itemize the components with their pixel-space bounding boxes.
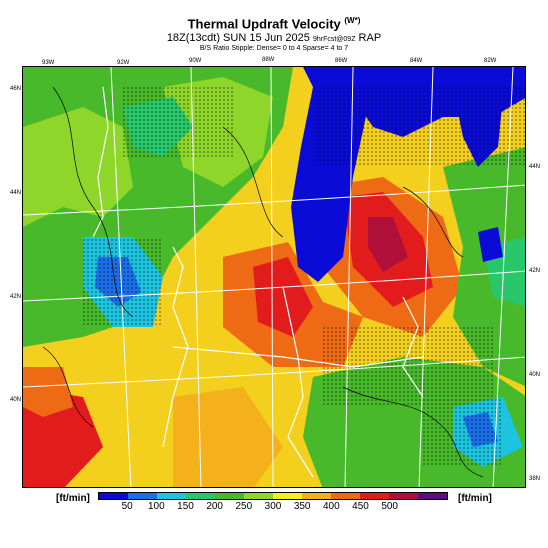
color-scale-tick: 50 (121, 501, 133, 512)
map-graphic (23, 67, 525, 487)
lat-label: 44N (10, 190, 22, 196)
color-scale-tick: 500 (381, 501, 398, 512)
lat-label: 40N (529, 372, 541, 378)
color-scale-swatch (302, 493, 331, 499)
color-scale-swatch (99, 493, 128, 499)
forecast-map (22, 66, 526, 488)
lon-label: 88W (262, 57, 275, 63)
legend-unit-left: [ft/min] (56, 493, 90, 504)
color-scale-swatch (186, 493, 215, 499)
color-scale-swatch (273, 493, 302, 499)
lat-label: 42N (10, 294, 22, 300)
color-scale-swatch (360, 493, 389, 499)
color-scale-tick: 150 (177, 501, 194, 512)
color-scale-tick: 350 (293, 501, 311, 512)
lat-label: 40N (10, 397, 22, 403)
lon-label: 93W (42, 60, 55, 66)
lon-label: 90W (189, 58, 202, 64)
lat-label: 46N (10, 86, 22, 92)
color-scale-swatch (215, 493, 244, 499)
forecast-time: 18Z(13cdt) SUN 15 Jun 2025 9hrFcst@09Z R… (166, 32, 382, 44)
chart-title: Thermal Updraft Velocity (W*) (187, 16, 361, 32)
lon-label: 82W (484, 58, 497, 64)
color-scale-bar (98, 492, 448, 500)
color-scale-tick: 250 (235, 501, 253, 512)
color-scale-swatch (331, 493, 360, 499)
lon-label: 92W (117, 60, 130, 66)
color-scale-swatch (244, 493, 273, 499)
lat-label: 44N (529, 164, 541, 170)
color-scale-tick: 200 (206, 501, 223, 512)
color-scale-tick: 300 (264, 501, 282, 512)
color-scale-swatch (389, 493, 418, 499)
lat-label: 42N (529, 268, 541, 274)
lon-label: 86W (335, 58, 348, 64)
color-scale-tick: 400 (322, 501, 340, 512)
lon-label: 84W (410, 58, 423, 64)
color-scale-swatch (128, 493, 157, 499)
color-scale-swatch (157, 493, 186, 499)
color-scale-tick: 100 (147, 501, 165, 512)
lat-label: 38N (529, 476, 541, 482)
legend-unit-right: [ft/min] (458, 493, 492, 504)
color-scale-tick: 450 (352, 501, 369, 512)
stipple-legend: B/S Ratio Stipple: Dense= 0 to 4 Sparse=… (199, 45, 349, 52)
color-scale-swatch (418, 493, 447, 499)
